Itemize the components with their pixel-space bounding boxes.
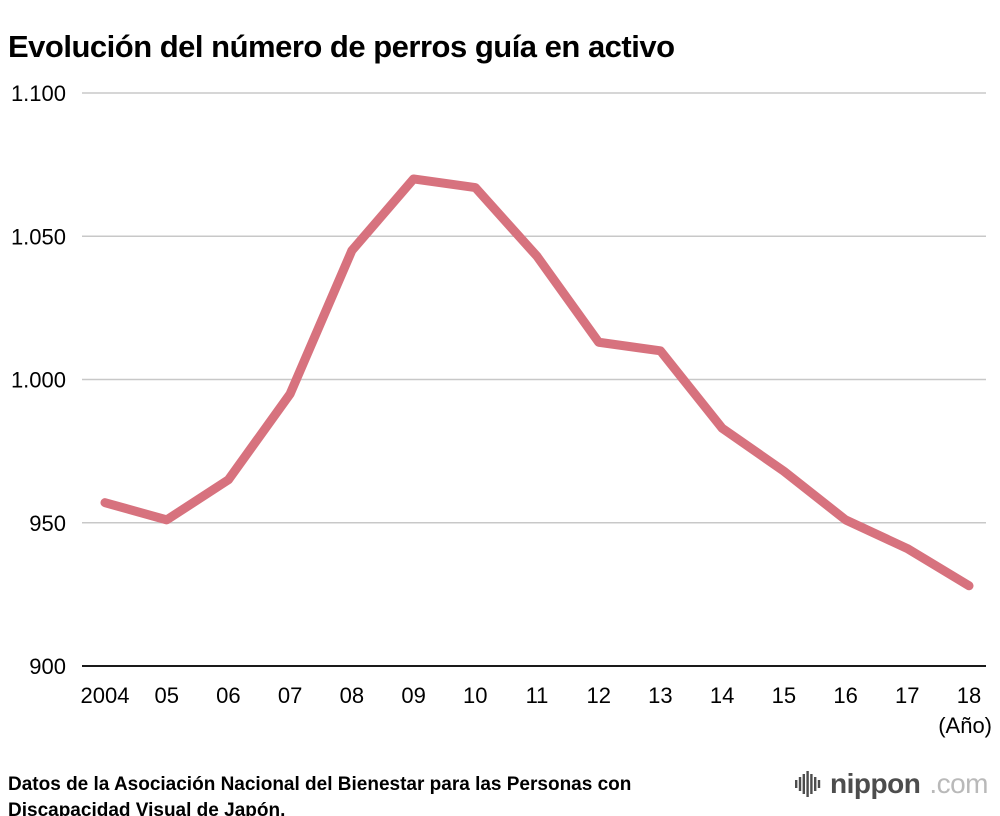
data-line-series [100,174,974,591]
x-axis-tick-label: 10 [463,683,487,708]
x-axis-tick-label: 11 [526,683,549,708]
y-axis-tick-label: 1.050 [11,224,66,249]
nippon-logo-icon [795,771,821,797]
x-axis-tick-label: 09 [401,683,425,708]
x-axis-tick-label: 16 [833,683,857,708]
x-axis-tick-label: 17 [895,683,919,708]
source-note: Datos de la Asociación Nacional del Bien… [8,774,632,816]
nippon-logo-text: nippon [830,768,921,799]
x-axis-tick-label: 13 [648,683,672,708]
chart-title: Evolución del número de perros guía en a… [8,28,675,64]
nippon-logo-tld: .com [929,768,988,799]
line-chart: 900 950 1.000 1.050 1.100 2004 05 06 07 08 09 10 11 1… [11,81,992,738]
y-axis-tick-label: 950 [29,511,66,536]
x-axis-tick-label: 05 [154,683,178,708]
x-axis-tick-label: 08 [340,683,364,708]
x-axis-unit-label: (Año) [938,713,992,738]
x-axis-tick-label: 2004 [81,683,130,708]
x-axis-tick-label: 14 [710,683,734,708]
x-axis-tick-label: 12 [586,683,610,708]
y-axis-tick-label: 900 [29,654,66,679]
x-axis-tick-label: 15 [772,683,796,708]
y-axis-tick-label: 1.000 [11,368,66,393]
y-axis-tick-label: 1.100 [11,81,66,106]
nippon-logo: nippon .com [795,768,988,800]
x-axis-tick-label: 07 [278,683,302,708]
x-axis-tick-label: 06 [216,683,240,708]
x-axis-tick-label: 18 [957,683,981,708]
